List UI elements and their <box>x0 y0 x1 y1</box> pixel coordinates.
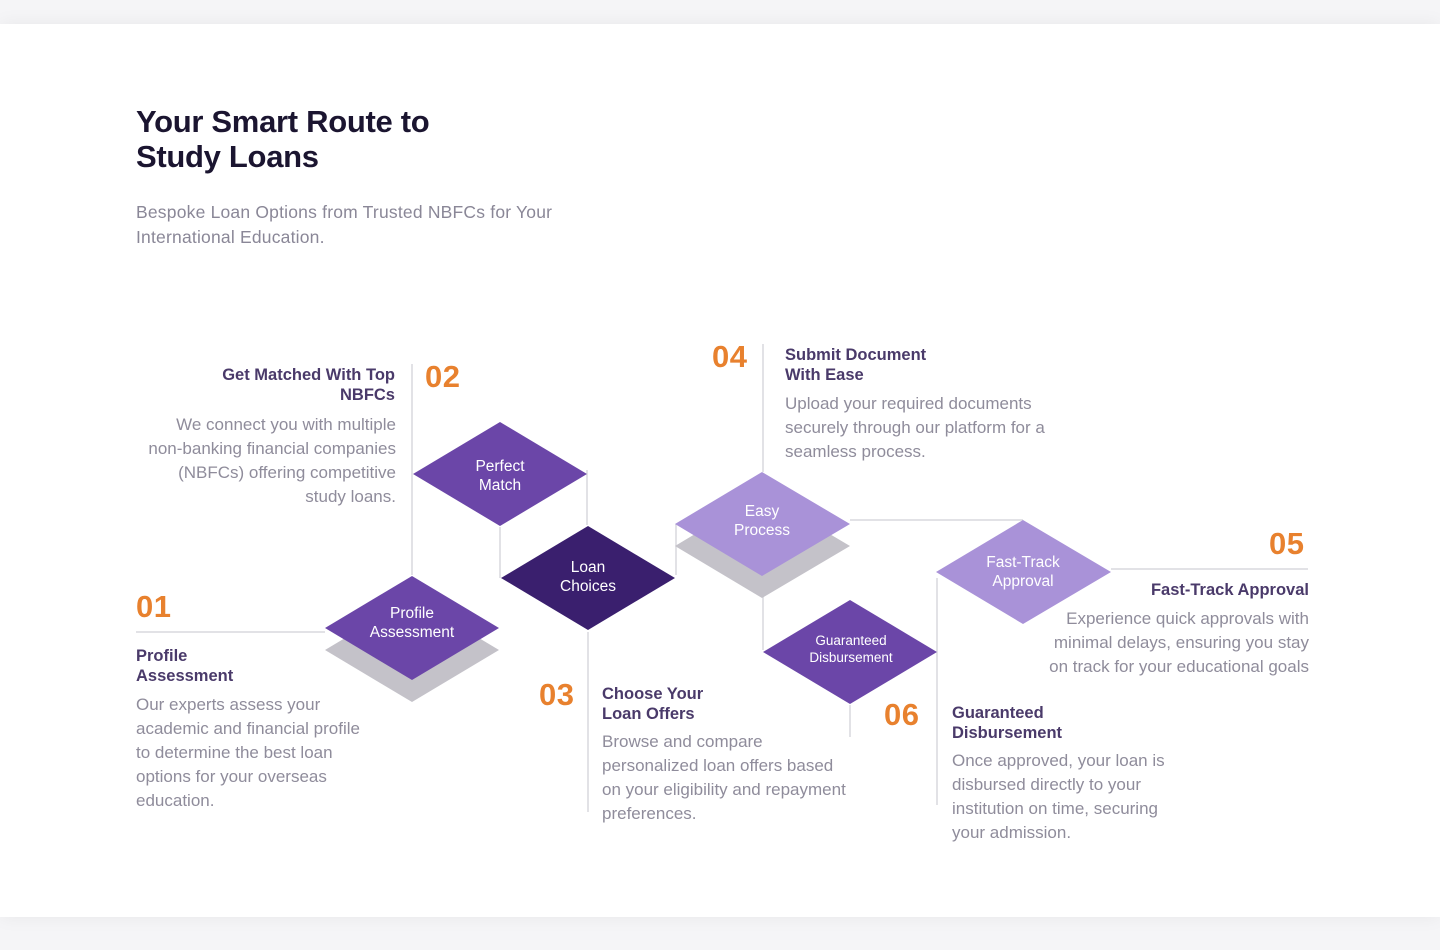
step-03-description: Browse and compare personalized loan off… <box>602 732 846 823</box>
step-04-description: Upload your required documents securely … <box>785 394 1045 461</box>
step-04-number: 04 <box>712 339 748 374</box>
step-02-number: 02 <box>425 359 461 394</box>
content-card <box>0 24 1440 917</box>
step-03-number: 03 <box>539 677 575 712</box>
step-05-number: 05 <box>1269 526 1305 561</box>
step-05-description: Experience quick approvals with minimal … <box>1049 609 1309 676</box>
step-01-heading: Profile Assessment <box>136 647 234 685</box>
connector-lines <box>136 344 1308 812</box>
diamond-perfect-match <box>413 422 587 526</box>
step-01-description: Our experts assess your academic and fin… <box>136 695 360 810</box>
step-01-number: 01 <box>136 589 172 624</box>
diamond-profile-assessment <box>325 576 499 680</box>
diamond-fast-track-approval <box>936 520 1111 624</box>
step-04-heading: Submit Document With Ease <box>785 346 927 384</box>
page-subtitle: Bespoke Loan Options from Trusted NBFCs … <box>136 202 553 247</box>
step-02-description: We connect you with multiple non-banking… <box>148 415 396 506</box>
step-05-heading: Fast-Track Approval <box>1150 581 1309 599</box>
step-06-number: 06 <box>884 697 920 732</box>
page-title: Your Smart Route to Study Loans <box>136 104 430 174</box>
step-06-description: Once approved, your loan is disbursed di… <box>952 751 1165 842</box>
diamond-guaranteed-disbursement <box>763 600 937 704</box>
diamond-easy-process <box>675 472 850 576</box>
diamond-loan-choices <box>501 526 675 630</box>
step-03-heading: Choose Your Loan Offers <box>602 685 704 723</box>
step-02-heading: Get Matched With Top NBFCs <box>222 366 395 404</box>
step-06-heading: Guaranteed Disbursement <box>952 704 1063 742</box>
